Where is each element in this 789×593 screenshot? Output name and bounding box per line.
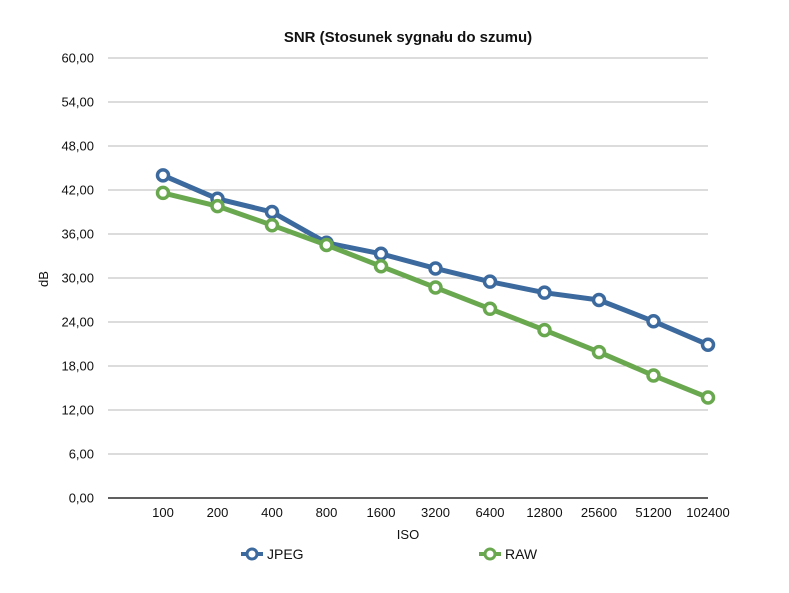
x-tick-label: 400 [261,505,283,520]
y-tick-label: 6,00 [69,447,94,462]
data-point-jpeg [373,246,389,262]
series-line-raw [160,190,711,401]
data-point-raw [155,185,171,201]
chart-title: SNR (Stosunek sygnału do szumu) [284,29,532,46]
data-point-jpeg [700,337,716,352]
x-tick-label: 100 [152,505,174,520]
data-point-raw [373,259,389,274]
data-point-raw [700,390,716,405]
legend-label: JPEG [267,546,304,562]
series-jpeg [155,168,716,352]
data-point-raw [591,344,607,360]
y-tick-label: 0,00 [69,491,94,506]
y-tick-label: 48,00 [61,139,94,154]
y-axis-ticks: 0,00 6,00 12,00 18,00 24,00 30,00 36,00 42,00 48… [61,51,94,506]
data-point-raw [210,198,225,214]
legend-swatch-marker [245,547,259,561]
x-axis-ticks: 100 200 400 800 1600 3200 6400 12800 25600 51200 1… [152,505,730,520]
y-tick-label: 18,00 [61,359,94,374]
data-point-jpeg [155,168,171,183]
y-tick-label: 12,00 [61,403,94,418]
x-axis-label: ISO [397,527,419,542]
series-line-jpeg [160,172,711,348]
data-point-raw [646,368,661,383]
data-point-raw [428,280,443,295]
data-point-jpeg [646,314,661,329]
x-tick-label: 51200 [635,505,671,520]
x-tick-label: 25600 [581,505,617,520]
legend-item-jpeg: JPEG [241,546,304,562]
legend-swatch-marker [483,547,497,561]
y-axis-label: dB [36,271,51,287]
data-point-jpeg [537,285,552,300]
series-layer [155,168,716,405]
y-tick-label: 24,00 [61,315,94,330]
x-tick-label: 3200 [421,505,450,520]
x-tick-label: 200 [207,505,229,520]
data-point-jpeg [482,274,498,289]
legend-label: RAW [505,546,538,562]
data-point-jpeg [591,292,607,308]
x-tick-label: 800 [316,505,338,520]
series-raw [155,185,716,405]
data-point-raw [264,217,280,233]
legend-item-raw: RAW [479,546,538,562]
data-point-raw [537,322,552,338]
y-tick-label: 60,00 [61,51,94,66]
x-tick-label: 12800 [526,505,562,520]
y-tick-label: 54,00 [61,95,94,110]
data-point-jpeg [428,261,443,276]
data-point-raw [482,301,498,317]
data-point-jpeg [264,204,280,220]
y-tick-label: 36,00 [61,227,94,242]
x-tick-label: 102400 [686,505,729,520]
x-tick-label: 6400 [476,505,505,520]
y-tick-label: 42,00 [61,183,94,198]
y-tick-label: 30,00 [61,271,94,286]
data-point-raw [319,237,334,253]
legend: JPEG RAW [241,546,538,562]
x-tick-label: 1600 [367,505,396,520]
